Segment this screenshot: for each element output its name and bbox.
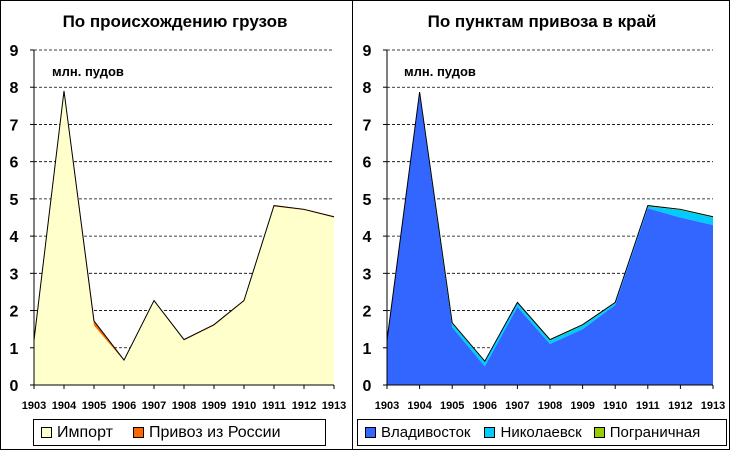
- legend-label-vladivostok: Владивосток: [381, 424, 471, 441]
- legend-item-nikolaevsk: Николаевск: [484, 424, 582, 441]
- x-tick-label: 1904: [407, 400, 432, 412]
- x-tick-label: 1906: [112, 400, 136, 412]
- x-tick-label: 1903: [375, 400, 399, 412]
- x-tick-label: 1905: [440, 400, 464, 412]
- y-tick-label: 0: [363, 378, 372, 395]
- y-tick-label: 5: [10, 192, 19, 209]
- unit-label-left: млн. пудов: [52, 64, 124, 79]
- legend-right: Владивосток Николаевск Пограничная: [357, 419, 727, 446]
- y-tick-label: 8: [363, 80, 372, 97]
- y-tick-label: 3: [10, 266, 19, 283]
- x-tick-label: 1909: [202, 400, 226, 412]
- x-tick-label: 1912: [668, 400, 692, 412]
- legend-swatch-import: [41, 427, 52, 438]
- legend-swatch-pogranichnaya: [593, 427, 605, 438]
- x-tick-label: 1908: [538, 400, 562, 412]
- chart-title-right: По пунктам привоза в край: [427, 12, 657, 31]
- legend-label-import: Импорт: [57, 423, 113, 441]
- y-tick-label: 0: [10, 378, 19, 395]
- plot-import-points: 0 1 2 3 4 5 6 7 8 9 1903 1904 1905 1906 1907 1908 1909 19…: [363, 43, 726, 412]
- legend-swatch-vladivostok: [365, 427, 376, 438]
- legend-item-vladivostok: Владивосток: [365, 424, 470, 441]
- x-tick-label: 1904: [52, 400, 77, 412]
- x-tick-label: 1908: [172, 400, 196, 412]
- x-tick-label: 1910: [603, 400, 627, 412]
- y-tick-label: 2: [10, 304, 19, 321]
- area-series-0: [387, 94, 713, 386]
- legend-swatch-russia: [132, 427, 144, 438]
- x-tick-label: 1913: [701, 400, 725, 412]
- x-tick-label: 1903: [22, 400, 46, 412]
- y-tick-label: 1: [10, 341, 19, 358]
- legend-item-pogranichnaya: Пограничная: [593, 424, 701, 441]
- y-tick-label: 7: [363, 117, 372, 134]
- x-tick-label: 1907: [505, 400, 529, 412]
- area-top-outline: [33, 90, 335, 361]
- legend-label-nikolaevsk: Николаевск: [500, 424, 582, 441]
- legend-swatch-nikolaevsk: [484, 427, 496, 438]
- y-tick-label: 9: [10, 43, 19, 60]
- x-tick-label: 1911: [262, 400, 286, 412]
- legend-item-import: Импорт: [41, 424, 113, 442]
- x-tick-label: 1913: [322, 400, 346, 412]
- y-tick-label: 6: [363, 155, 372, 172]
- unit-label-right: млн. пудов: [404, 64, 476, 79]
- y-tick-label: 1: [363, 341, 372, 358]
- y-tick-label: 4: [10, 229, 19, 246]
- y-tick-label: 2: [363, 304, 372, 321]
- y-tick-label: 9: [363, 43, 372, 60]
- y-tick-label: 3: [363, 266, 372, 283]
- legend-item-russia: Привоз из России: [132, 423, 281, 442]
- legend-label-russia: Привоз из России: [148, 423, 281, 441]
- x-tick-label: 1907: [142, 400, 166, 412]
- x-tick-label: 1905: [82, 400, 106, 412]
- chart-title-left: По происхождению грузов: [62, 12, 288, 31]
- y-tick-label: 4: [363, 229, 372, 246]
- legend-label-pogranichnaya: Пограничная: [609, 424, 701, 441]
- y-tick-label: 6: [10, 155, 19, 172]
- y-tick-label: 8: [10, 80, 19, 97]
- area-series-0: [34, 92, 334, 385]
- area-top-outline: [386, 91, 714, 363]
- plot-origin-of-cargo: 0 1 2 3 4 5 6 7 8 9 1903 1904 1905 1906 1907 1908 1909 19…: [10, 43, 347, 412]
- x-tick-label: 1906: [473, 400, 497, 412]
- y-tick-label: 7: [10, 117, 19, 134]
- x-tick-label: 1910: [232, 400, 256, 412]
- legend-left: Импорт Привоз из России: [33, 419, 326, 446]
- x-tick-label: 1912: [292, 400, 316, 412]
- x-tick-label: 1909: [570, 400, 594, 412]
- x-tick-label: 1911: [636, 400, 660, 412]
- y-tick-label: 5: [363, 192, 372, 209]
